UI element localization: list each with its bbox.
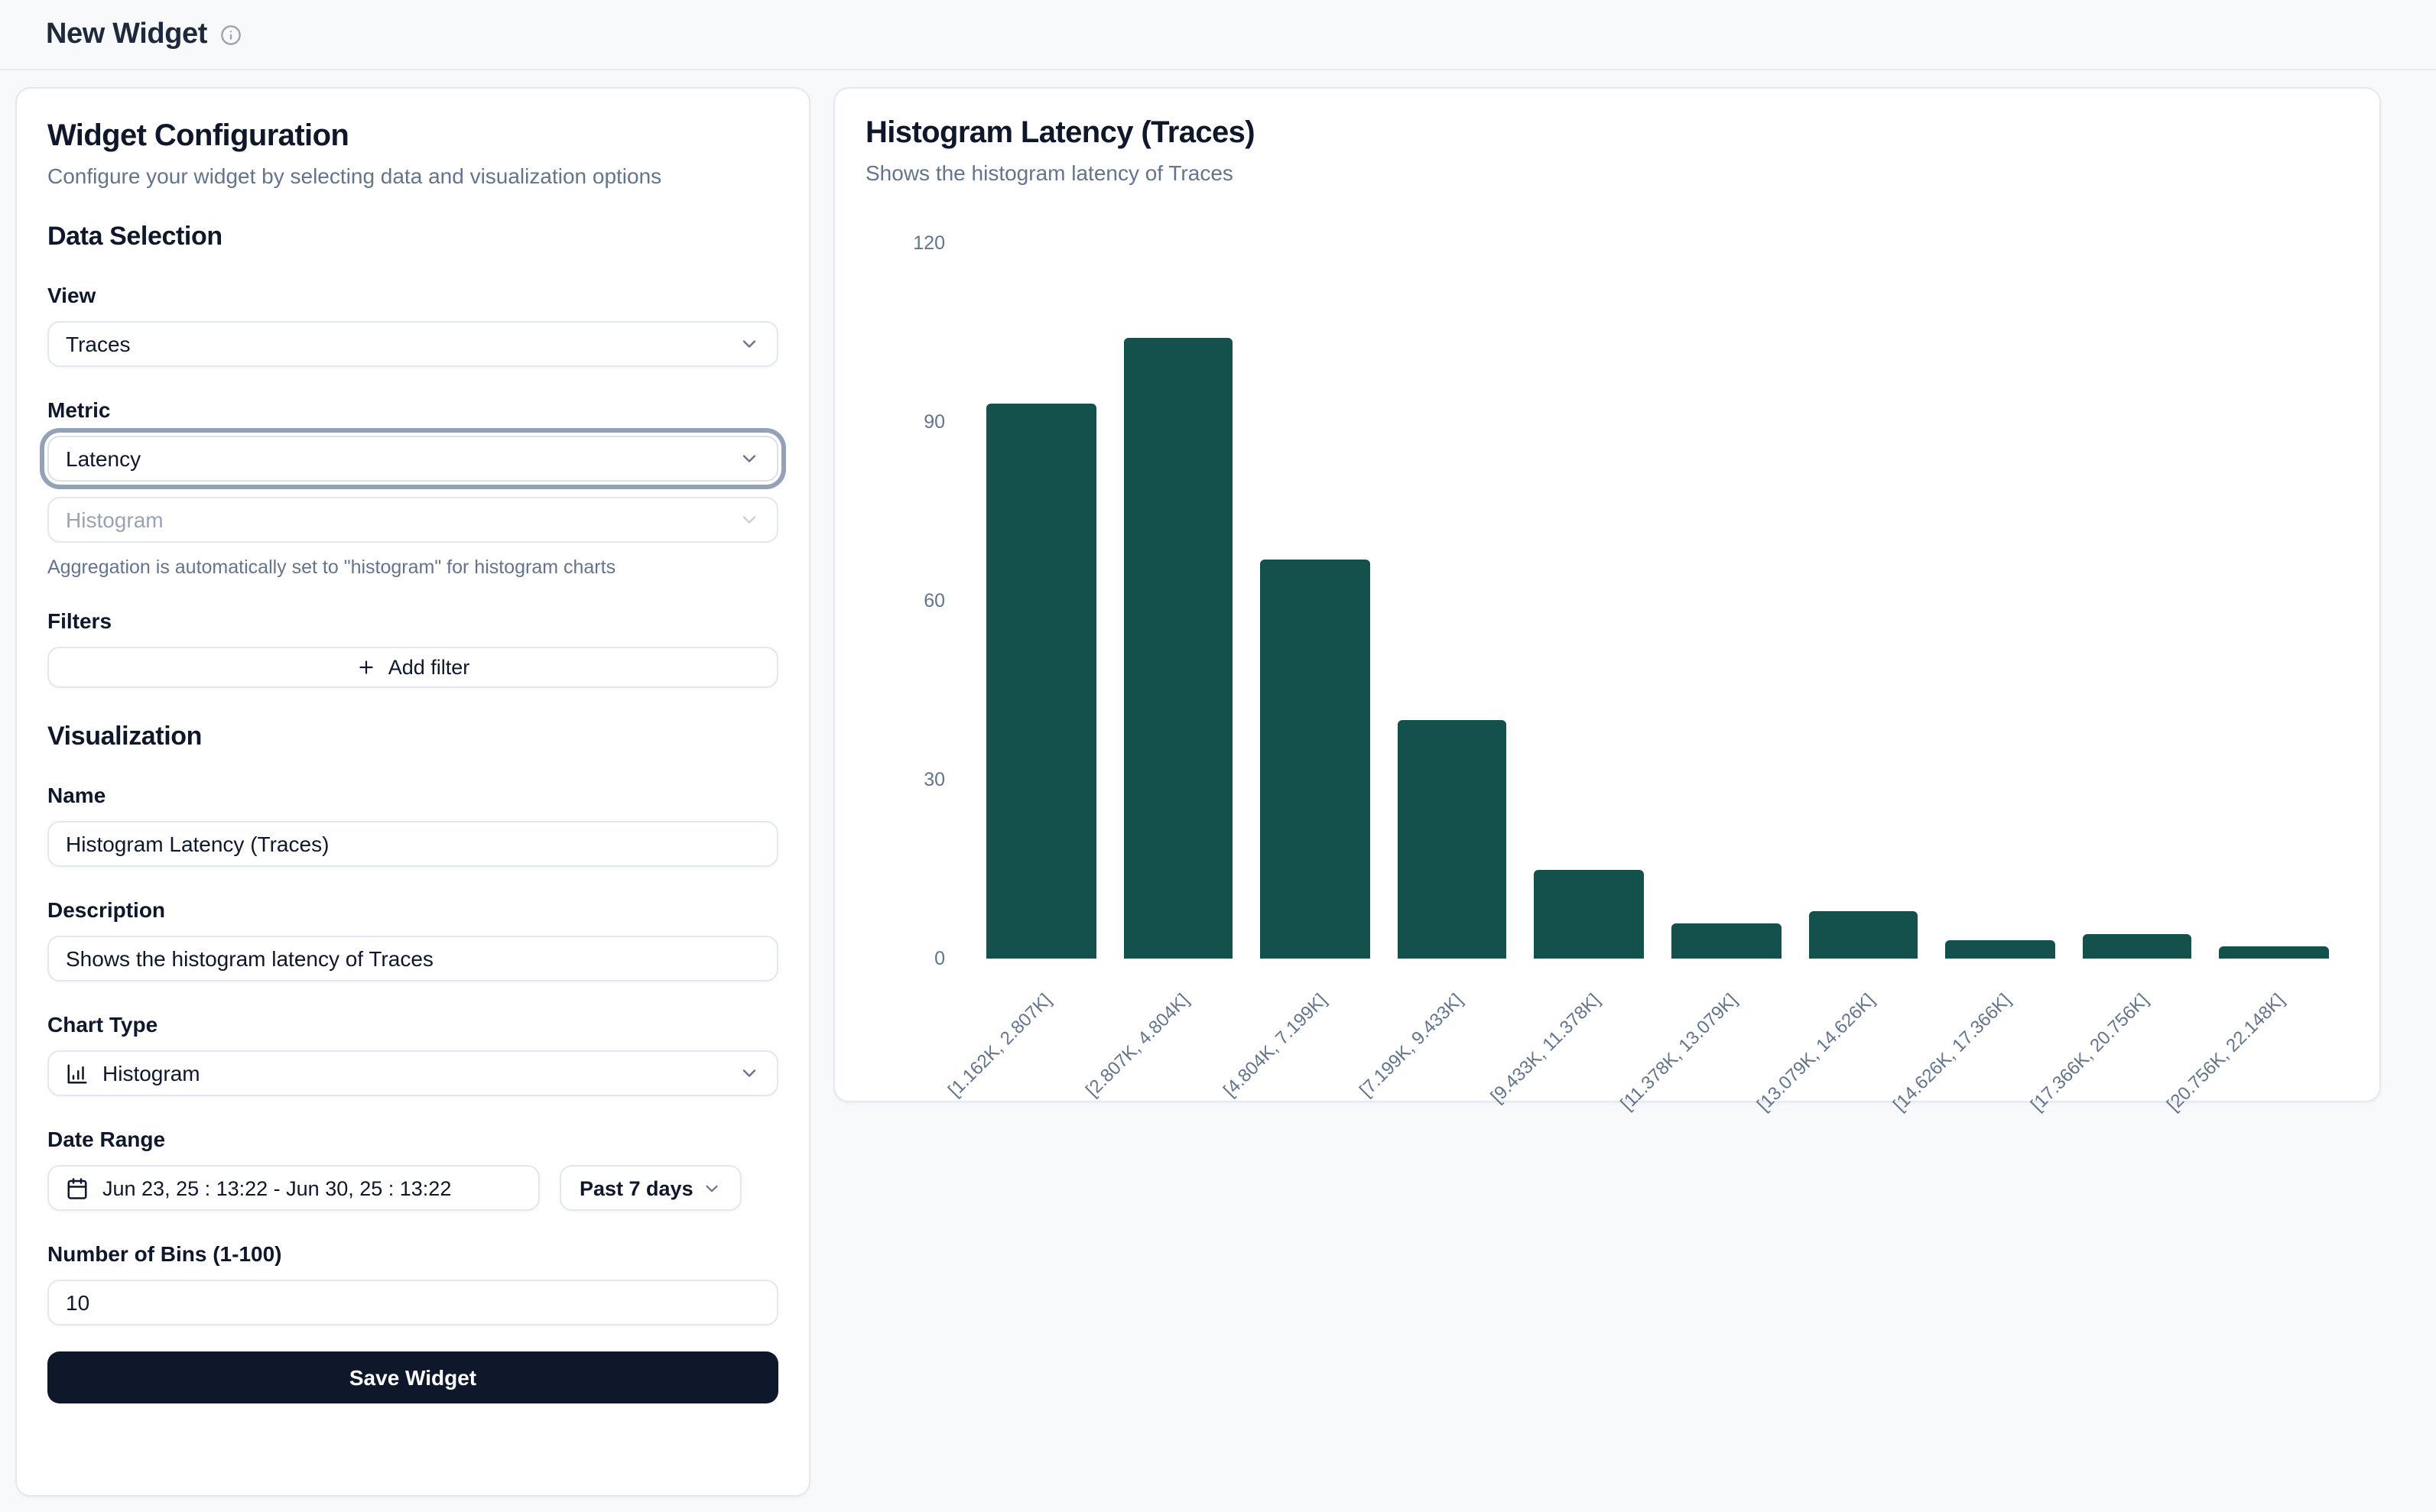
chart-slot [1658,243,1795,959]
chevron-down-icon [739,1063,760,1084]
chart-type-label: Chart Type [47,1012,158,1037]
chart-slot [1384,243,1521,959]
y-axis: 0 30 60 90 120 [866,232,945,969]
chevron-down-icon [703,1178,723,1198]
x-tick-label: [2.807K, 4.804K] [1081,989,1194,1102]
plus-icon [356,657,376,677]
chevron-down-icon [739,333,760,355]
config-title: Widget Configuration [47,119,349,153]
preview-title: Histogram Latency (Traces) [866,116,1255,150]
widget-configuration-card: Widget Configuration Configure your widg… [15,87,810,1497]
histogram-bar[interactable] [2082,934,2192,959]
chart-slot [1246,243,1383,959]
chart-slot [2069,243,2206,959]
chart-slot [1931,243,2068,959]
visualization-heading: Visualization [47,722,203,751]
chart-slot [973,243,1109,959]
x-tick-label: [7.199K, 9.433K] [1355,989,1467,1102]
x-tick-label: [14.626K, 17.366K] [1889,989,2015,1116]
description-input[interactable] [47,936,778,982]
x-axis: [1.162K, 2.807K] [2.807K, 4.804K] [4.804K,… [944,974,2343,1115]
page-header: New Widget [0,0,2436,70]
save-widget-button[interactable]: Save Widget [47,1351,778,1403]
name-label: Name [47,783,106,807]
histogram-bar[interactable] [1945,940,2055,959]
calendar-icon [66,1176,89,1199]
x-tick-label: [17.366K, 20.756K] [2025,989,2152,1116]
add-filter-label: Add filter [388,656,470,679]
metric-select[interactable]: Latency [47,436,778,482]
page-title: New Widget [46,18,207,50]
x-tick-label: [13.079K, 14.626K] [1752,989,1879,1116]
data-selection-heading: Data Selection [47,222,222,251]
date-range-button[interactable]: Jun 23, 25 : 13:22 - Jun 30, 25 : 13:22 [47,1165,540,1211]
histogram-chart-icon [66,1062,89,1085]
x-tick-label: [11.378K, 13.079K] [1616,989,1742,1115]
aggregation-select-value: Histogram [66,508,164,532]
preview-subtitle: Shows the histogram latency of Traces [866,161,1233,185]
filters-label: Filters [47,608,112,633]
bins-input[interactable] [47,1280,778,1325]
chevron-down-icon [739,448,760,469]
info-icon[interactable] [219,24,241,45]
x-tick-label: [9.433K, 11.378K] [1486,989,1605,1108]
chart-slot [2206,243,2343,959]
widget-preview-card: Histogram Latency (Traces) Shows the his… [833,87,2381,1115]
histogram-bar[interactable] [1808,910,1918,959]
chevron-down-icon [739,509,760,530]
x-tick-label: [4.804K, 7.199K] [1218,989,1330,1102]
y-tick-label: 0 [934,948,945,969]
date-range-label: Date Range [47,1127,166,1151]
date-range-row: Jun 23, 25 : 13:22 - Jun 30, 25 : 13:22 … [47,1165,778,1211]
histogram-bar[interactable] [1397,720,1507,959]
chart-slot [1521,243,1658,959]
description-label: Description [47,897,166,922]
view-select[interactable]: Traces [47,321,778,367]
view-select-value: Traces [66,332,131,356]
histogram-bar[interactable] [986,404,1096,959]
chart-plot [973,243,2343,959]
histogram-bar[interactable] [1534,869,1644,959]
histogram-chart: 0 30 60 90 120 [1.162K, 2.807K] [2.807K, 4.80… [866,197,2349,1115]
histogram-bar[interactable] [2219,946,2329,959]
date-range-value: Jun 23, 25 : 13:22 - Jun 30, 25 : 13:22 [102,1176,452,1199]
x-tick-label: [20.756K, 22.148K] [2163,989,2290,1116]
histogram-bar[interactable] [1260,559,1370,959]
date-preset-value: Past 7 days [580,1176,693,1199]
metric-label: Metric [47,397,111,422]
config-subtitle: Configure your widget by selecting data … [47,164,662,188]
main-content: Widget Configuration Configure your widg… [0,70,2436,1512]
aggregation-select: Histogram [47,497,778,543]
add-filter-button[interactable]: Add filter [47,647,778,688]
y-tick-label: 60 [924,590,945,612]
aggregation-note: Aggregation is automatically set to "his… [47,556,616,578]
view-label: View [47,283,96,307]
y-tick-label: 90 [924,411,945,433]
histogram-bar[interactable] [1123,338,1233,959]
chart-type-value: Histogram [102,1061,200,1085]
y-tick-label: 30 [924,769,945,790]
chart-slot [1795,243,1931,959]
chart-slot [1109,243,1246,959]
name-input[interactable] [47,821,778,867]
date-preset-button[interactable]: Past 7 days [560,1165,742,1211]
y-tick-label: 120 [913,232,945,254]
chart-type-select[interactable]: Histogram [47,1050,778,1096]
histogram-bar[interactable] [1671,923,1782,959]
metric-select-value: Latency [66,446,141,471]
x-tick-label: [1.162K, 2.807K] [944,989,1057,1102]
bins-label: Number of Bins (1-100) [47,1241,282,1266]
